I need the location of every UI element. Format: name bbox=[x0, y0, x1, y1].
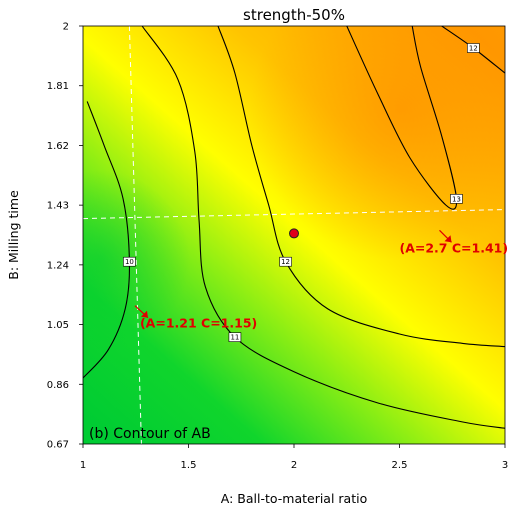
contour-label-box bbox=[450, 194, 463, 204]
x-tick-label: 1.5 bbox=[181, 460, 197, 471]
contour-label-text: 12 bbox=[281, 258, 290, 266]
contour-label-box bbox=[123, 256, 136, 267]
annotation-arrowhead bbox=[140, 310, 148, 318]
x-axis-label: A: Ball-to-material ratio bbox=[221, 491, 367, 506]
contour-label-12: 12 bbox=[279, 256, 292, 267]
y-tick-label: 1.43 bbox=[47, 201, 69, 212]
optimum-annotation: (A=1.21 C=1.15) bbox=[140, 316, 257, 331]
y-tick-label: 2 bbox=[63, 22, 69, 33]
y-axis-label: B: Milling time bbox=[6, 190, 21, 280]
contour-label-text: 10 bbox=[125, 258, 134, 266]
annotation-arrowhead bbox=[444, 235, 452, 243]
y-tick-label: 1.81 bbox=[47, 81, 69, 92]
contour-label-box bbox=[467, 43, 480, 53]
contour-label-10: 10 bbox=[123, 256, 136, 267]
chart-title: strength-50% bbox=[243, 6, 345, 24]
design-point bbox=[289, 228, 299, 239]
reference-line-vertical bbox=[128, 26, 142, 444]
contour-label-box bbox=[279, 256, 292, 267]
panel-label: (b) Contour of AB bbox=[89, 426, 211, 442]
y-tick-label: 0.67 bbox=[47, 440, 69, 451]
x-tick-label: 1 bbox=[80, 460, 86, 471]
contour-label-box bbox=[228, 332, 242, 342]
contour-label-11: 11 bbox=[228, 332, 242, 342]
contour-line-13 bbox=[346, 26, 458, 210]
optimum-annotation: (A=2.7 C=1.41) bbox=[400, 240, 509, 255]
reference-line-horizontal bbox=[83, 209, 505, 220]
y-tick-label: 1.05 bbox=[47, 320, 69, 331]
y-tick-label: 0.86 bbox=[47, 380, 69, 391]
x-tick-label: 2 bbox=[291, 460, 297, 471]
contour-label-12: 12 bbox=[467, 43, 480, 53]
contour-label-13: 13 bbox=[450, 194, 463, 204]
contour-label-text: 12 bbox=[469, 45, 478, 53]
contour-line-11 bbox=[141, 26, 505, 429]
x-tick-label: 2.5 bbox=[392, 460, 408, 471]
contour-label-text: 11 bbox=[230, 334, 239, 342]
x-tick-label: 3 bbox=[502, 460, 508, 471]
y-tick-label: 1.62 bbox=[47, 141, 69, 152]
contour-label-text: 13 bbox=[452, 195, 461, 203]
y-tick-label: 1.24 bbox=[47, 260, 69, 271]
